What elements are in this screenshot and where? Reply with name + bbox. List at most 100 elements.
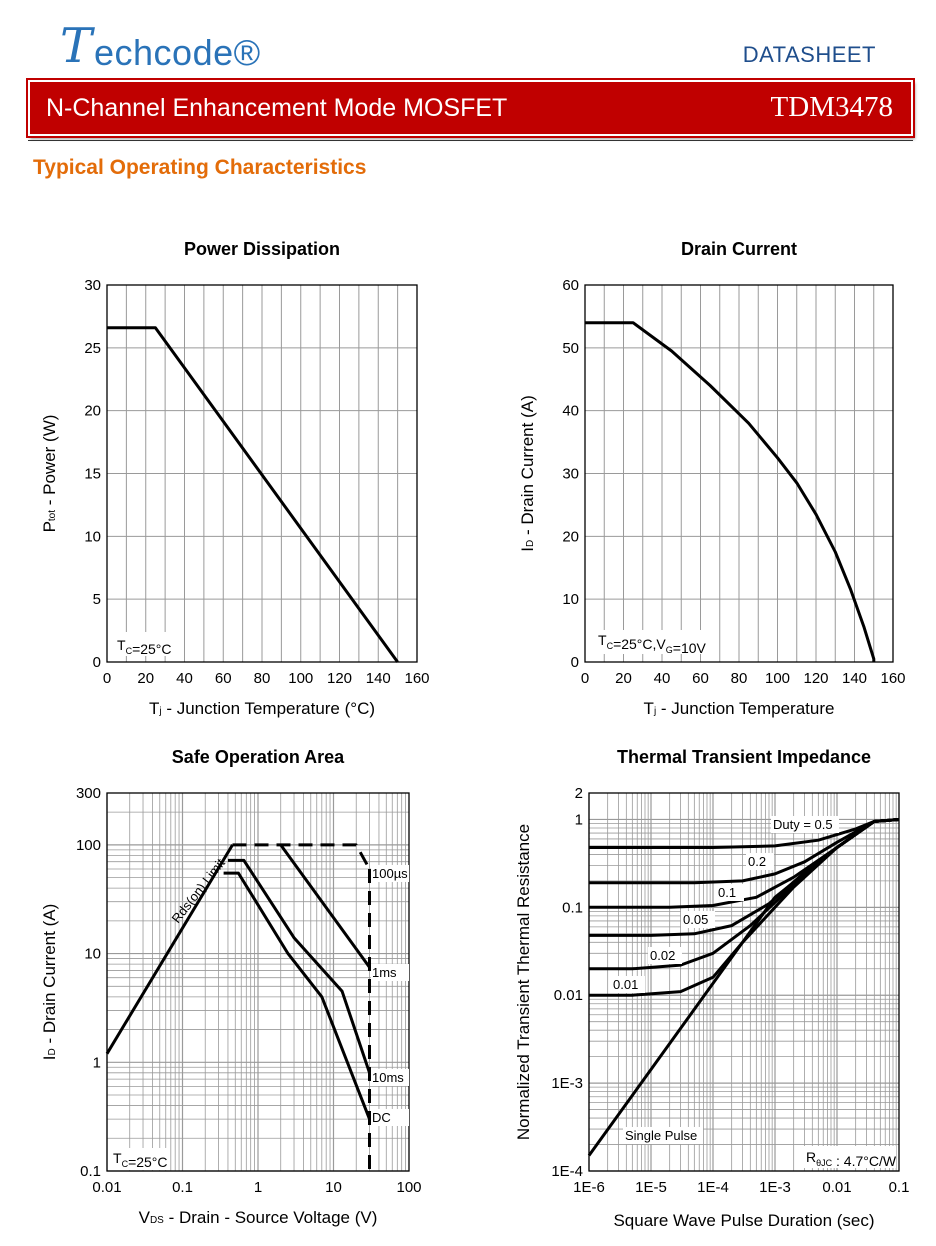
series-label: 0.01 — [613, 977, 638, 992]
y-tick-label: 1 — [575, 811, 583, 828]
y-axis-label: Normalized Transient Thermal Resistance — [514, 824, 533, 1140]
x-tick-label: 0.1 — [889, 1179, 910, 1196]
x-tick-label: 140 — [366, 670, 391, 687]
y-axis-label: ID - Drain Current (A) — [518, 395, 537, 552]
x-tick-label: 1E-4 — [697, 1179, 729, 1196]
y-tick-label: 25 — [84, 340, 101, 357]
label-bg — [371, 865, 409, 882]
series-label: 0.2 — [748, 854, 766, 869]
y-axis-label: ID - Drain Current (A) — [40, 904, 59, 1061]
label-bg — [746, 853, 774, 870]
y-tick-label: 0 — [571, 654, 579, 671]
y-tick-label: 0.1 — [80, 1163, 101, 1180]
x-tick-label: 0.01 — [822, 1179, 851, 1196]
x-tick-label: 60 — [692, 670, 709, 687]
y-tick-label: 10 — [84, 528, 101, 545]
x-axis-label: VDS - Drain - Source Voltage (V) — [139, 1208, 378, 1227]
x-tick-label: 0.01 — [92, 1179, 121, 1196]
plot-frame — [588, 792, 900, 1172]
y-tick-label: 1E-4 — [551, 1163, 583, 1180]
x-axis-label: Tj - Junction Temperature — [644, 699, 835, 718]
x-tick-label: 1 — [254, 1179, 262, 1196]
chart-drain-current: 0 20 40 60 80 100 120 140 160 0 10 20 30 40 50 60 Drain … — [518, 239, 906, 718]
annotation-label: RθJC : 4.7°C/W — [806, 1149, 897, 1169]
x-tick-label: 40 — [176, 670, 193, 687]
doc-type-label: DATASHEET — [742, 42, 876, 67]
y-tick-label: 1 — [93, 1054, 101, 1071]
y-tick-label: 60 — [562, 277, 579, 294]
annotation-label: TC=25°C,VG=10V — [598, 632, 707, 656]
y-tick-label: 20 — [562, 528, 579, 545]
series-line — [585, 321, 876, 662]
x-tick-label: 80 — [731, 670, 748, 687]
series-label: 0.02 — [650, 948, 675, 963]
x-tick-label: 10 — [325, 1179, 342, 1196]
series-line — [232, 843, 371, 870]
y-tick-label: 10 — [84, 946, 101, 963]
part-number: TDM3478 — [770, 91, 893, 123]
label-bg — [589, 630, 719, 654]
label-bg — [611, 976, 645, 993]
chart-title: Power Dissipation — [184, 239, 340, 259]
y-tick-label: 40 — [562, 403, 579, 420]
series-label: 0.1 — [718, 885, 736, 900]
x-tick-label: 60 — [215, 670, 232, 687]
y-tick-label: 1E-3 — [551, 1075, 583, 1092]
x-tick-label: 140 — [842, 670, 867, 687]
x-tick-label: 1E-3 — [759, 1179, 791, 1196]
label-bg — [681, 911, 715, 928]
x-tick-label: 160 — [404, 670, 429, 687]
annotation-label: TC=25°C — [117, 637, 172, 657]
logo-letter: T — [60, 18, 93, 74]
x-tick-label: 0.1 — [172, 1179, 193, 1196]
series-label: 0.05 — [683, 912, 708, 927]
label-bg — [800, 1146, 896, 1168]
series-label: DC — [372, 1110, 391, 1125]
y-axis-label: Ptot - Power (W) — [40, 415, 59, 533]
x-tick-label: 40 — [654, 670, 671, 687]
y-tick-label: 0.01 — [554, 987, 583, 1004]
series-label: Single Pulse — [625, 1128, 697, 1143]
rds-limit-label: Rds(on) Limit — [169, 855, 229, 925]
y-tick-label: 300 — [76, 785, 101, 802]
plot-frame — [106, 792, 410, 1172]
x-axis-label: Tj - Junction Temperature (°C) — [149, 699, 375, 718]
label-bg — [648, 947, 682, 964]
label-bg — [110, 1148, 170, 1170]
series-line — [587, 818, 900, 1157]
section-title: Typical Operating Characteristics — [33, 156, 367, 179]
title-banner: N-Channel Enhancement Mode MOSFET TDM347… — [26, 78, 915, 138]
chart-power-dissipation: 0 20 40 60 80 100 120 140 160 0 5 10 15 20 25 30 Power D… — [40, 239, 430, 718]
x-tick-label: 0 — [581, 670, 589, 687]
x-tick-label: 1E-5 — [635, 1179, 667, 1196]
y-tick-label: 20 — [84, 403, 101, 420]
series-label: 100µs — [372, 866, 408, 881]
series-label: Duty = 0.5 — [773, 817, 833, 832]
label-bg — [371, 1069, 409, 1086]
chart-title: Safe Operation Area — [172, 747, 345, 767]
label-bg — [371, 964, 409, 981]
x-tick-label: 100 — [765, 670, 790, 687]
chart-title: Thermal Transient Impedance — [617, 747, 871, 767]
label-bg — [771, 816, 839, 833]
series-line — [223, 871, 371, 1120]
x-tick-label: 0 — [103, 670, 111, 687]
x-axis-label: Square Wave Pulse Duration (sec) — [613, 1211, 874, 1230]
x-tick-label: 160 — [880, 670, 905, 687]
series-line — [107, 326, 399, 663]
series-line — [279, 844, 371, 969]
series-line — [105, 844, 234, 1055]
plot-frame — [106, 284, 418, 663]
logo-wordmark: echcode® — [94, 32, 261, 73]
y-tick-label: 5 — [93, 591, 101, 608]
annotation-label: TC=25°C — [113, 1150, 168, 1170]
x-tick-label: 20 — [615, 670, 632, 687]
series-label: 1ms — [372, 965, 397, 980]
series-label: 10ms — [372, 1070, 404, 1085]
label-bg — [623, 1127, 703, 1144]
x-tick-label: 120 — [803, 670, 828, 687]
plot-frame — [584, 284, 894, 663]
y-tick-label: 0.1 — [562, 899, 583, 916]
label-bg — [716, 884, 744, 901]
